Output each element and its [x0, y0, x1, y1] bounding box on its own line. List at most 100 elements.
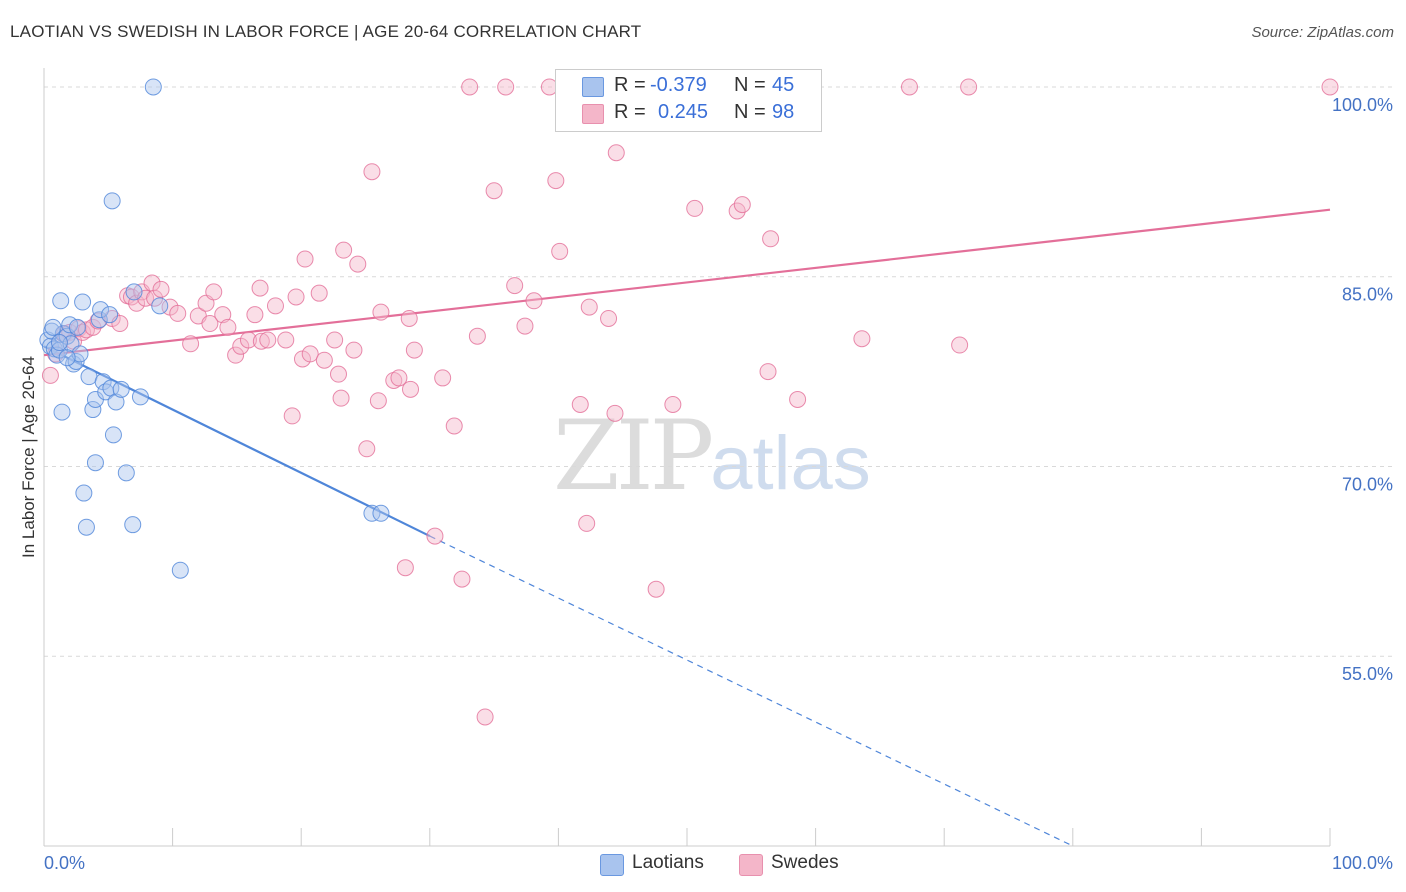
data-point: [151, 297, 169, 315]
data-point: [48, 346, 66, 364]
data-point: [960, 78, 978, 96]
legend-r-value: -0.379: [650, 74, 707, 96]
data-point: [296, 250, 314, 268]
data-point: [468, 327, 486, 345]
data-point: [578, 514, 596, 532]
data-point: [476, 708, 494, 726]
data-point: [80, 368, 98, 386]
data-point: [287, 288, 305, 306]
data-point: [1321, 78, 1339, 96]
data-point: [390, 369, 408, 387]
data-point: [326, 331, 344, 349]
data-point: [349, 255, 367, 273]
data-point: [75, 484, 93, 502]
data-points: [39, 78, 1339, 726]
legend-r-label: R =: [614, 101, 646, 123]
data-point: [152, 280, 170, 298]
data-point: [400, 309, 418, 327]
data-point: [345, 341, 363, 359]
data-point: [664, 396, 682, 414]
watermark-atlas: atlas: [710, 421, 871, 506]
data-point: [525, 292, 543, 310]
data-point: [580, 298, 598, 316]
data-point: [358, 440, 376, 458]
data-point: [951, 336, 969, 354]
data-point: [485, 182, 503, 200]
axes: [43, 68, 1331, 847]
legend-n-value: 45: [772, 74, 795, 96]
data-point: [606, 404, 624, 422]
data-point: [101, 306, 119, 324]
data-point: [117, 464, 135, 482]
data-point: [259, 331, 277, 349]
data-point: [41, 366, 59, 384]
data-point: [332, 389, 350, 407]
data-point: [686, 199, 704, 217]
data-point: [103, 192, 121, 210]
data-point: [86, 454, 104, 472]
data-point: [900, 78, 918, 96]
bottom-legend-swatch-laotians: [600, 854, 624, 876]
chart-title: LAOTIAN VS SWEDISH IN LABOR FORCE | AGE …: [10, 22, 642, 41]
data-point: [124, 516, 142, 534]
data-point: [107, 393, 125, 411]
x-tick-label-max: 100.0%: [1332, 853, 1393, 873]
bottom-legend-label-swedes: Swedes: [771, 852, 839, 873]
data-point: [144, 78, 162, 96]
x-tick-label-min: 0.0%: [44, 853, 85, 873]
data-point: [762, 230, 780, 248]
data-point: [405, 341, 423, 359]
data-point: [252, 332, 270, 350]
legend-n-label: N =: [734, 74, 766, 96]
data-point: [67, 352, 85, 370]
grid-lines: [44, 86, 1392, 657]
data-point: [52, 292, 70, 310]
data-point: [372, 303, 390, 321]
y-tick-label-100: 100.0%: [1332, 95, 1393, 115]
data-point: [453, 570, 471, 588]
data-point: [547, 172, 565, 190]
data-point: [112, 380, 130, 398]
data-point: [369, 392, 387, 410]
legend-r-value: 0.245: [658, 101, 709, 123]
data-point: [58, 349, 76, 367]
legend-swatch-swedes: [582, 104, 604, 124]
data-point: [50, 334, 68, 352]
data-point: [53, 403, 71, 421]
data-point: [214, 306, 232, 324]
data-point: [277, 331, 295, 349]
data-point: [239, 331, 257, 349]
data-point: [497, 78, 515, 96]
data-point: [219, 318, 237, 336]
tick-labels: 0.0% 100.0% 55.0% 70.0% 85.0% 100.0% In …: [19, 95, 1393, 873]
data-point: [335, 241, 353, 259]
watermark-zip: ZIP: [553, 400, 714, 512]
data-point: [516, 317, 534, 335]
legend-n-value: 98: [772, 101, 795, 123]
watermark: ZIPatlas: [553, 400, 871, 512]
data-point: [461, 78, 479, 96]
legend-n-label: N =: [734, 101, 766, 123]
data-point: [201, 315, 219, 333]
data-point: [77, 518, 95, 536]
stats-legend: R = -0.379 N = 45 R = 0.245 N = 98: [555, 69, 822, 132]
y-axis-title: In Labor Force | Age 20-64: [19, 356, 38, 558]
trend-line-1: [43, 208, 1331, 357]
data-point: [44, 318, 62, 336]
data-point: [426, 527, 444, 545]
y-tick-label-85: 85.0%: [1342, 285, 1393, 305]
data-point: [310, 284, 328, 302]
trend-line-extension-0: [429, 535, 1074, 847]
data-point: [607, 144, 625, 162]
data-point: [71, 345, 89, 363]
legend-r-label: R =: [614, 74, 646, 96]
trend-lines: [43, 208, 1331, 847]
data-point: [396, 559, 414, 577]
y-tick-label-70: 70.0%: [1342, 474, 1393, 494]
chart-source: Source: ZipAtlas.com: [1251, 24, 1394, 41]
data-point: [104, 426, 122, 444]
data-point: [84, 401, 102, 419]
data-point: [74, 293, 92, 311]
data-point: [266, 297, 284, 315]
